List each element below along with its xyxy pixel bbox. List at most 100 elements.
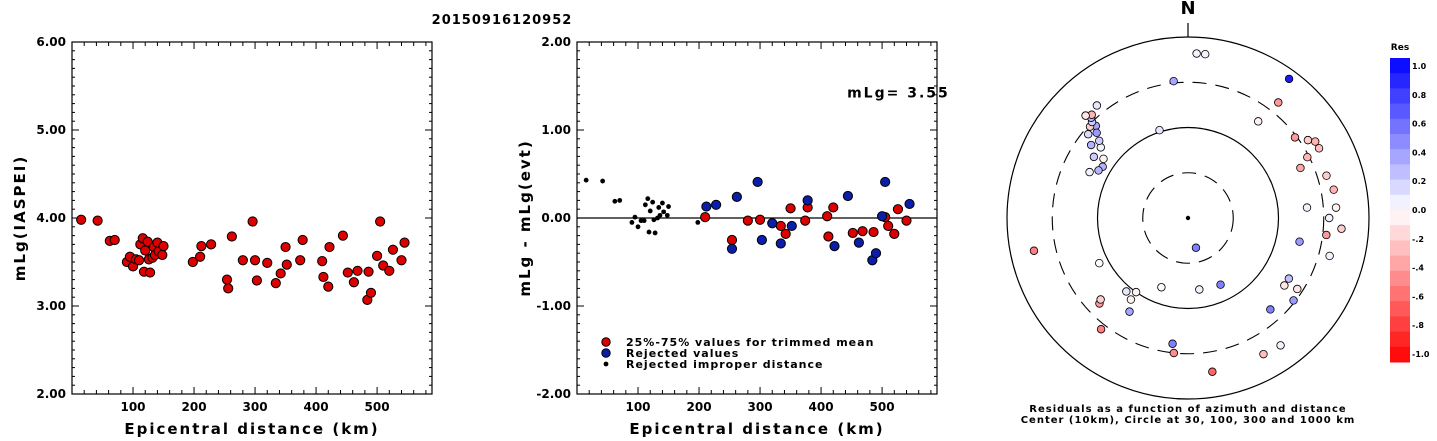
station-residual-point [1092, 101, 1102, 110]
residual-vs-distance-chart: 100 200 300 400 500 -2.00 -1.00 0.00 1.00 2.00 Epi… [516, 35, 950, 438]
data-point-improper-distance [664, 212, 670, 218]
station-residual-point [1081, 111, 1090, 120]
station-residual-point [1095, 258, 1104, 268]
station-residual-point [1337, 224, 1346, 233]
legend-marker-improper-distance [603, 361, 609, 367]
station-residual-point [1169, 76, 1178, 86]
data-point-improper-distance [646, 229, 652, 235]
station-residual-point [1266, 305, 1275, 314]
x-tick-label: 200 [687, 400, 712, 414]
station-residual-point [1259, 349, 1268, 359]
x-tick-label: 300 [748, 400, 773, 414]
data-point-trimmed-mean [109, 234, 120, 246]
station-residual-point [1314, 144, 1324, 153]
station-residual-point [1085, 167, 1094, 177]
data-point-improper-distance [647, 208, 653, 214]
data-point-trimmed-mean [384, 265, 395, 276]
data-point-trimmed-mean [742, 215, 753, 226]
station-residual-point [1131, 287, 1141, 297]
data-point-trimmed-mean [76, 214, 87, 225]
data-point-trimmed-mean [295, 255, 306, 266]
y-tick-label: 2.00 [36, 387, 66, 401]
colorbar-segment [1390, 286, 1410, 302]
station-residual-point [1168, 339, 1177, 348]
data-point-trimmed-mean [800, 215, 811, 226]
data-point-trimmed-mean [883, 220, 894, 232]
data-point-trimmed-mean [251, 275, 262, 286]
data-point-rejected [731, 191, 742, 202]
data-point-rejected [711, 199, 722, 210]
data-point-trimmed-mean [317, 256, 328, 267]
y-tick-label: 5.00 [36, 123, 66, 137]
station-residual-point [1303, 152, 1312, 162]
data-point-improper-distance [645, 196, 651, 202]
station-residual-point [1195, 285, 1204, 294]
data-point-rejected [870, 248, 882, 259]
colorbar-segment [1390, 240, 1410, 257]
data-point-improper-distance [666, 204, 671, 209]
legend-label: Rejected improper distance [626, 358, 823, 371]
colorbar-segment [1390, 301, 1410, 317]
legend-marker-rejected [601, 348, 611, 358]
data-point-improper-distance [695, 220, 701, 225]
station-residual-point [1208, 367, 1217, 376]
station-residual-point [1280, 281, 1289, 290]
station-residual-point [1324, 213, 1334, 223]
station-residual-point [1254, 117, 1263, 126]
station-residual-point [1092, 128, 1101, 138]
data-point-improper-distance [650, 199, 656, 205]
x-tick-label: 500 [365, 400, 390, 414]
station-residual-point [1086, 140, 1096, 150]
center-marker [1185, 215, 1191, 221]
station-residual-point [1126, 295, 1136, 304]
data-point-trimmed-mean [901, 215, 912, 226]
colorbar-segment [1390, 346, 1410, 363]
colorbar-tick-label: 0.4 [1412, 148, 1427, 157]
station-residual-point [1094, 166, 1103, 175]
data-point-improper-distance [652, 230, 658, 236]
data-point-trimmed-mean [399, 237, 410, 248]
data-point-trimmed-mean [342, 267, 353, 278]
data-point-trimmed-mean [226, 231, 237, 242]
data-point-trimmed-mean [785, 203, 796, 214]
data-point-rejected [767, 218, 778, 229]
y-tick-label: 6.00 [36, 35, 66, 49]
colorbar-segment [1390, 103, 1410, 120]
data-point-trimmed-mean [195, 251, 206, 262]
data-point-trimmed-mean [281, 259, 292, 270]
station-residual-point [1331, 203, 1341, 212]
station-residual-point [1322, 230, 1331, 240]
data-point-trimmed-mean [352, 265, 363, 276]
colorbar-tick-label: 0.6 [1412, 120, 1427, 129]
colorbar-tick-label: -.8 [1412, 321, 1424, 330]
data-point-trimmed-mean [223, 283, 234, 294]
data-point-trimmed-mean [780, 228, 791, 239]
y-tick-label: 2.00 [541, 35, 571, 49]
distance-ring-30km [1142, 172, 1234, 264]
data-point-trimmed-mean [889, 228, 900, 239]
data-point-trimmed-mean [363, 266, 374, 277]
data-point-rejected [775, 238, 786, 249]
station-residual-point [1329, 185, 1338, 194]
data-point-trimmed-mean [324, 241, 335, 253]
x-tick-label: 400 [809, 400, 834, 414]
distance-ring-300km [1051, 81, 1325, 355]
colorbar-tick-label: -1.0 [1412, 350, 1430, 359]
data-point-trimmed-mean [396, 255, 407, 266]
data-point-improper-distance [629, 220, 635, 225]
polar-caption-line2: Center (10km), Circle at 30, 100, 300 an… [1021, 415, 1356, 426]
data-point-trimmed-mean [754, 214, 766, 225]
data-point-improper-distance [635, 224, 641, 230]
data-point-trimmed-mean [823, 231, 834, 242]
station-residual-point [1293, 284, 1302, 294]
data-point-trimmed-mean [221, 274, 233, 285]
station-residual-point [1274, 98, 1283, 107]
colorbar-segment [1390, 134, 1410, 150]
data-point-improper-distance [657, 212, 663, 218]
colorbar-tick-label: -.4 [1412, 264, 1424, 273]
data-point-rejected [880, 176, 891, 188]
mean-magnitude-annotation: mLg= 3.55 [847, 85, 950, 101]
colorbar-tick-label: 0.0 [1412, 206, 1427, 215]
data-point-trimmed-mean [348, 277, 359, 288]
station-residual-point [1122, 287, 1131, 296]
